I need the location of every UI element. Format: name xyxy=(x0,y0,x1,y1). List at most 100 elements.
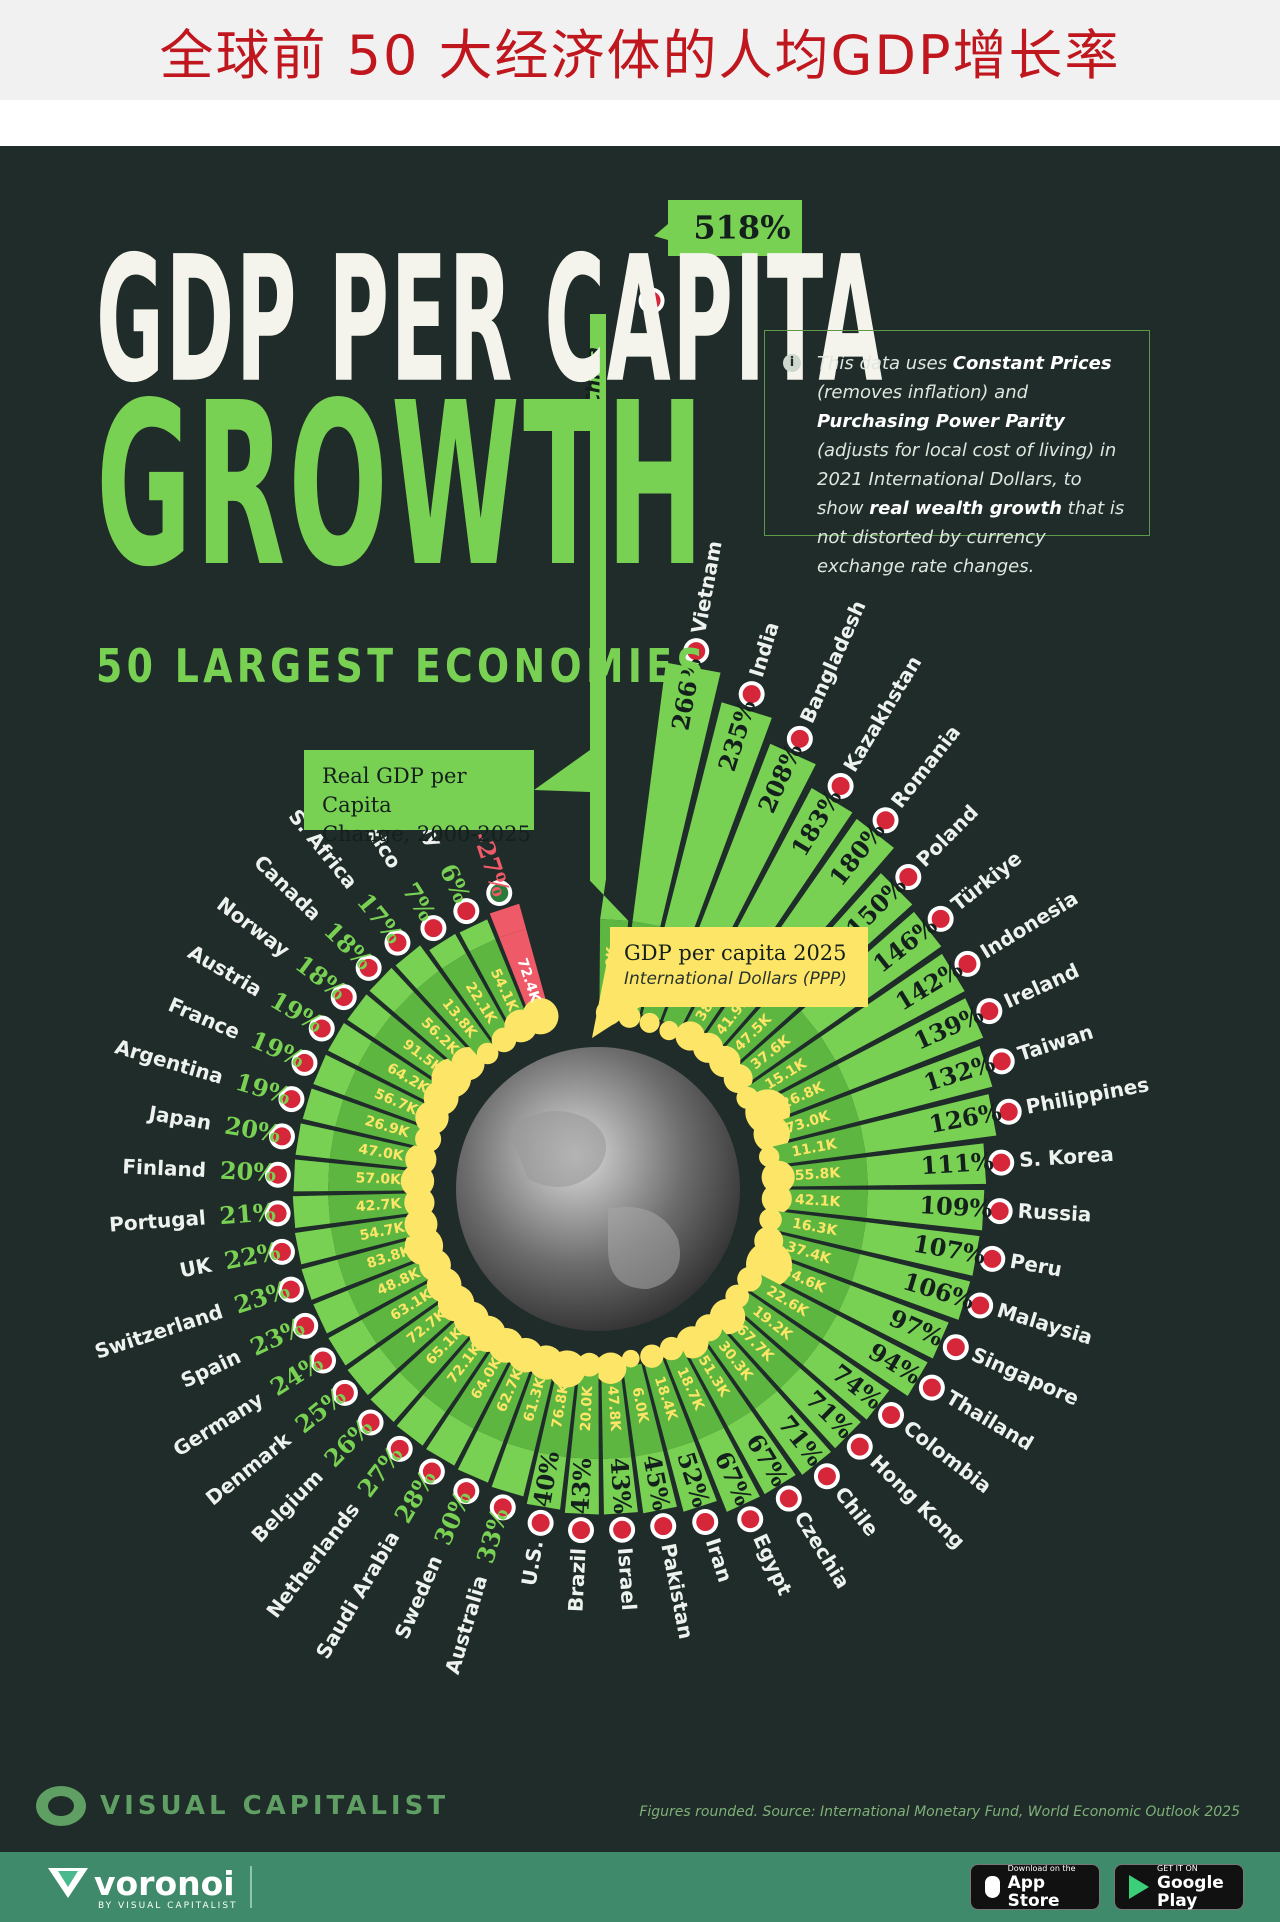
gdp-label-Russia: 42.1K xyxy=(795,1192,842,1211)
country-label-Taiwan: Taiwan xyxy=(1015,1020,1096,1066)
growth-bar-Austria xyxy=(327,1023,372,1066)
info-icon: i xyxy=(783,354,801,372)
gdp-band-Indonesia xyxy=(746,1036,836,1104)
country-label-Russia: Russia xyxy=(1017,1199,1092,1227)
growth-label-Portugal: 21% xyxy=(218,1197,276,1230)
flag-fill-Malaysia xyxy=(971,1296,990,1315)
growth-label-Switzerland: 23% xyxy=(231,1275,294,1320)
flag-fill-Norway xyxy=(334,988,353,1007)
footer-divider xyxy=(250,1866,252,1908)
country-label-China: China xyxy=(583,347,605,407)
growth-label-China: 518% xyxy=(693,209,790,247)
gdp-label-U.S.: 76.8K xyxy=(549,1381,573,1430)
flag-fill-Egypt xyxy=(741,1510,760,1529)
flag-fill-Taiwan xyxy=(992,1052,1011,1071)
google-play-button[interactable]: GET IT ON Google Play xyxy=(1114,1864,1244,1910)
growth-bar-Netherlands xyxy=(396,1394,446,1446)
country-label-Portugal: Portugal xyxy=(108,1205,206,1236)
flag-fill-Colombia xyxy=(882,1406,901,1425)
flag-fill-Switzerland xyxy=(281,1280,300,1299)
country-label-Iran: Iran xyxy=(701,1535,738,1585)
growth-bar-Iran xyxy=(667,1441,717,1512)
flag-fill-Iran xyxy=(696,1512,715,1531)
country-label-Poland: Poland xyxy=(911,800,983,872)
growth-label-Israel: 43% xyxy=(605,1457,638,1515)
growth-bar-Czechia xyxy=(727,1411,796,1495)
flag-fill-Chile xyxy=(817,1467,836,1486)
flag-fill-Vietnam xyxy=(687,642,706,661)
visual-capitalist-logo[interactable]: VISUAL CAPITALIST xyxy=(36,1786,449,1826)
gdp-bubble-Egypt xyxy=(659,1336,684,1361)
gdp-band-Portugal xyxy=(328,1193,420,1224)
growth-bar-Singapore xyxy=(838,1285,949,1359)
country-label-Ireland: Ireland xyxy=(1000,958,1083,1013)
gdp-band-Italy xyxy=(469,939,530,1031)
gdp-band-Russia xyxy=(776,1189,868,1218)
gdp-band-S. Korea xyxy=(776,1157,868,1187)
gdp-bubble-Peru xyxy=(759,1208,782,1231)
growth-bar-Canada xyxy=(369,967,414,1013)
flag-fill-Bangladesh xyxy=(790,729,809,748)
gdp-band-S. Africa xyxy=(416,970,492,1056)
country-label-S. Korea: S. Korea xyxy=(1018,1142,1114,1172)
country-label-Kazakhstan: Kazakhstan xyxy=(838,652,926,777)
flag-fill-U.S. xyxy=(531,1513,550,1532)
gdp-band-Mexico xyxy=(442,953,511,1043)
growth-label-S. Korea: 111% xyxy=(920,1147,995,1181)
country-label-Chile: Chile xyxy=(830,1482,884,1541)
flag-fill-Austria xyxy=(312,1019,331,1038)
growth-bar-Ireland xyxy=(837,998,984,1091)
flag-fill-Denmark xyxy=(335,1383,354,1402)
country-label-Brazil: Brazil xyxy=(563,1547,590,1612)
gdp-bubble-Pakistan xyxy=(622,1349,640,1368)
flag-fill-Pakistan xyxy=(654,1517,673,1536)
vc-logo-icon xyxy=(36,1786,86,1826)
flag-fill-India xyxy=(742,685,761,704)
growth-label-Finland: 20% xyxy=(219,1156,277,1187)
growth-bar-India xyxy=(664,702,772,936)
country-label-Canada: Canada xyxy=(249,850,326,925)
gdp-bubble-Israel xyxy=(594,1352,627,1384)
country-label-India: India xyxy=(744,619,784,680)
country-label-Finland: Finland xyxy=(122,1154,207,1182)
flag-fill-UK xyxy=(272,1242,291,1261)
growth-bar-Spain xyxy=(313,1290,360,1334)
gdp-label-S. Korea: 55.8K xyxy=(794,1165,841,1184)
flag-fill-Australia xyxy=(493,1498,512,1517)
growth-bar-Italy xyxy=(459,919,496,952)
gdp-band-Germany xyxy=(361,1276,451,1344)
growth-label-Argentina: 19% xyxy=(232,1067,294,1111)
growth-label-Spain: 23% xyxy=(246,1312,309,1362)
country-label-Czechia: Czechia xyxy=(789,1507,855,1593)
country-label-Indonesia: Indonesia xyxy=(976,886,1082,964)
app-store-button[interactable]: Download on the App Store xyxy=(970,1864,1100,1910)
growth-bar-Bangladesh xyxy=(695,743,816,949)
gdp-label-Finland: 57.0K xyxy=(355,1170,402,1188)
growth-bar-Norway xyxy=(347,994,392,1038)
voronoi-subtext: BY VISUAL CAPITALIST xyxy=(98,1901,238,1911)
country-label-Malaysia: Malaysia xyxy=(994,1298,1095,1350)
gdp-legend-line-2: International Dollars (PPP) xyxy=(624,969,847,989)
growth-bar-Indonesia xyxy=(820,953,965,1061)
source-note: Figures rounded. Source: International M… xyxy=(639,1804,1240,1820)
gdp-band-Colombia xyxy=(734,1291,821,1365)
flag-fill-UAE xyxy=(490,884,509,903)
flag-fill-Japan xyxy=(272,1127,291,1146)
page-title: 全球前 50 大经济体的人均GDP增长率 xyxy=(0,0,1280,100)
gdp-bubble-Bangladesh xyxy=(659,1020,679,1041)
flag-fill-Peru xyxy=(983,1249,1002,1268)
flag-fill-France xyxy=(295,1053,314,1072)
google-play-icon xyxy=(1129,1875,1149,1899)
flag-fill-China xyxy=(642,291,661,310)
growth-label-Sweden: 30% xyxy=(428,1486,477,1549)
gdp-band-U.S. xyxy=(538,1364,577,1458)
growth-bar-S. Africa xyxy=(395,945,439,989)
gdp-band-Austria xyxy=(357,1041,448,1107)
voronoi-text: voronoi xyxy=(94,1864,235,1903)
gdp-band-Egypt xyxy=(664,1348,724,1440)
growth-label-Japan: 20% xyxy=(223,1111,283,1149)
spacer xyxy=(0,100,1280,146)
voronoi-logo[interactable]: voronoi BY VISUAL CAPITALIST xyxy=(48,1864,238,1911)
growth-bar-Philippines xyxy=(860,1094,997,1154)
country-label-Australia: Australia xyxy=(440,1573,492,1677)
